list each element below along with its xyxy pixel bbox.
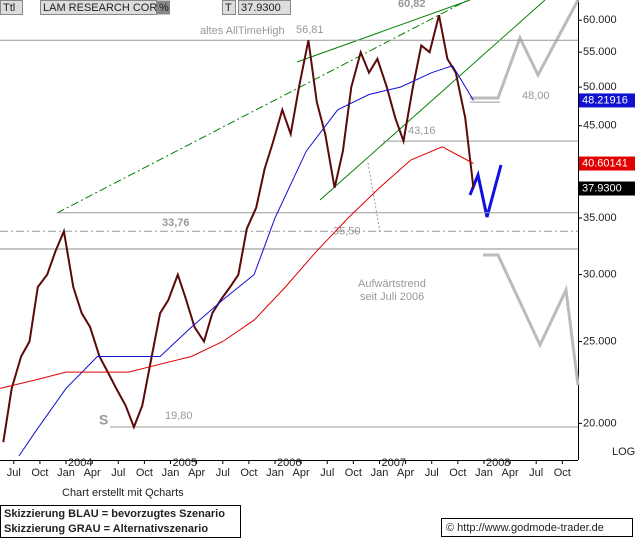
- x-tick-label: Apr: [84, 467, 101, 479]
- y-tick-label: 55.000: [583, 46, 617, 58]
- level-label: 56,81: [296, 24, 324, 36]
- header-box: [0, 0, 23, 15]
- header-pct: %: [159, 2, 169, 14]
- scenario-gray: [470, 0, 580, 100]
- trend-line: [56, 0, 469, 214]
- y-tick-label: 60.000: [583, 14, 617, 26]
- price-line: [0, 146, 474, 389]
- x-tick-label: Jan: [162, 467, 180, 479]
- year-label: 2007: [381, 457, 405, 469]
- trend-line: [296, 0, 471, 63]
- site: © http://www.godmode-trader.de: [446, 522, 604, 534]
- header-box: [222, 0, 236, 15]
- y-tick-label: 25.000: [583, 335, 617, 347]
- year-label: 2006: [277, 457, 301, 469]
- header-code: Ttl: [3, 2, 15, 14]
- x-tick-label: Apr: [188, 467, 205, 479]
- level-label: 19,80: [165, 410, 193, 422]
- peak-label: 60,82: [398, 0, 426, 10]
- legend-box: [0, 505, 241, 538]
- log-label: LOG: [612, 446, 635, 458]
- header-name: LAM RESEARCH CORP: [43, 2, 165, 14]
- legend-text: Skizzierung GRAU = Alternativszenario: [4, 523, 208, 535]
- header-box: [40, 0, 157, 15]
- header-box: [238, 0, 291, 15]
- x-tick-label: Jan: [475, 467, 493, 479]
- x-tick-label: Jul: [216, 467, 230, 479]
- year-label: 2008: [486, 457, 510, 469]
- credit: Chart erstellt mit Qcharts: [62, 487, 184, 499]
- last-value-label: 40.60141: [582, 157, 628, 169]
- last-value-label: 48.21916: [582, 94, 628, 106]
- scenario-gray: [483, 253, 580, 386]
- header-price: 37.9300: [241, 2, 281, 14]
- level-label: 43,16: [408, 125, 436, 137]
- x-tick-label: Jul: [111, 467, 125, 479]
- header-t: T: [225, 2, 232, 14]
- year-label: 2004: [68, 457, 92, 469]
- x-tick-label: Oct: [449, 467, 466, 479]
- legend-text: Skizzierung BLAU = bevorzugtes Szenario: [4, 508, 225, 520]
- x-tick-label: Jan: [57, 467, 75, 479]
- y-tick-label: 50.000: [583, 81, 617, 93]
- x-tick-label: Oct: [345, 467, 362, 479]
- last-value-box: [579, 93, 635, 108]
- y-tick-label: 20.000: [583, 417, 617, 429]
- x-tick-label: Jul: [7, 467, 21, 479]
- y-tick-label: 45.000: [583, 120, 617, 132]
- year-label: 2005: [173, 457, 197, 469]
- annotation: altes AllTimeHigh: [200, 25, 285, 37]
- level-label: 33,76: [162, 217, 190, 229]
- x-tick-label: Oct: [240, 467, 257, 479]
- x-tick-label: Oct: [136, 467, 153, 479]
- last-value-box: [579, 181, 635, 196]
- x-tick-label: Jan: [266, 467, 284, 479]
- price-line: [18, 65, 474, 457]
- annotation: seit Juli 2006: [360, 291, 424, 303]
- header-box: [157, 0, 170, 15]
- annotation: S: [99, 412, 108, 428]
- x-tick-label: Apr: [397, 467, 414, 479]
- y-tick-label: 35.000: [583, 212, 617, 224]
- x-tick-label: Oct: [554, 467, 571, 479]
- y-tick-label: 30.000: [583, 268, 617, 280]
- trend-line: [319, 0, 546, 201]
- x-tick-label: Jul: [425, 467, 439, 479]
- last-value-box: [579, 156, 635, 171]
- annotation: Aufwärtstrend: [358, 278, 426, 290]
- level-label: 35,50: [333, 226, 361, 238]
- level-label: 48,00: [522, 90, 550, 102]
- site-box: [441, 518, 633, 537]
- x-tick-label: Apr: [293, 467, 310, 479]
- x-tick-label: Oct: [31, 467, 48, 479]
- x-tick-label: Jul: [529, 467, 543, 479]
- x-tick-label: Jan: [371, 467, 389, 479]
- x-tick-label: Apr: [502, 467, 519, 479]
- last-value-label: 37.9300: [582, 182, 622, 194]
- price-line: [2, 14, 475, 443]
- x-tick-label: Jul: [320, 467, 334, 479]
